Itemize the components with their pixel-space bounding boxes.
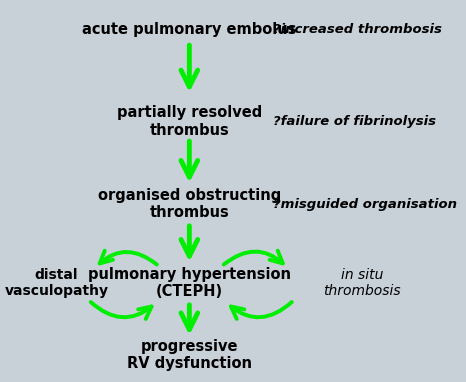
Text: progressive
RV dysfunction: progressive RV dysfunction — [127, 338, 252, 371]
Text: distal
vasculopathy: distal vasculopathy — [5, 268, 109, 298]
Text: organised obstructing
thrombus: organised obstructing thrombus — [98, 188, 281, 220]
Text: ?failure of fibrinolysis: ?failure of fibrinolysis — [273, 115, 436, 128]
Text: ?increased thrombosis: ?increased thrombosis — [273, 23, 442, 36]
Text: partially resolved
thrombus: partially resolved thrombus — [117, 105, 262, 138]
Text: ?misguided organisation: ?misguided organisation — [273, 197, 457, 211]
Text: in situ
thrombosis: in situ thrombosis — [323, 268, 401, 298]
Text: pulmonary hypertension
(CTEPH): pulmonary hypertension (CTEPH) — [88, 267, 291, 299]
Text: acute pulmonary embolus: acute pulmonary embolus — [82, 22, 296, 37]
